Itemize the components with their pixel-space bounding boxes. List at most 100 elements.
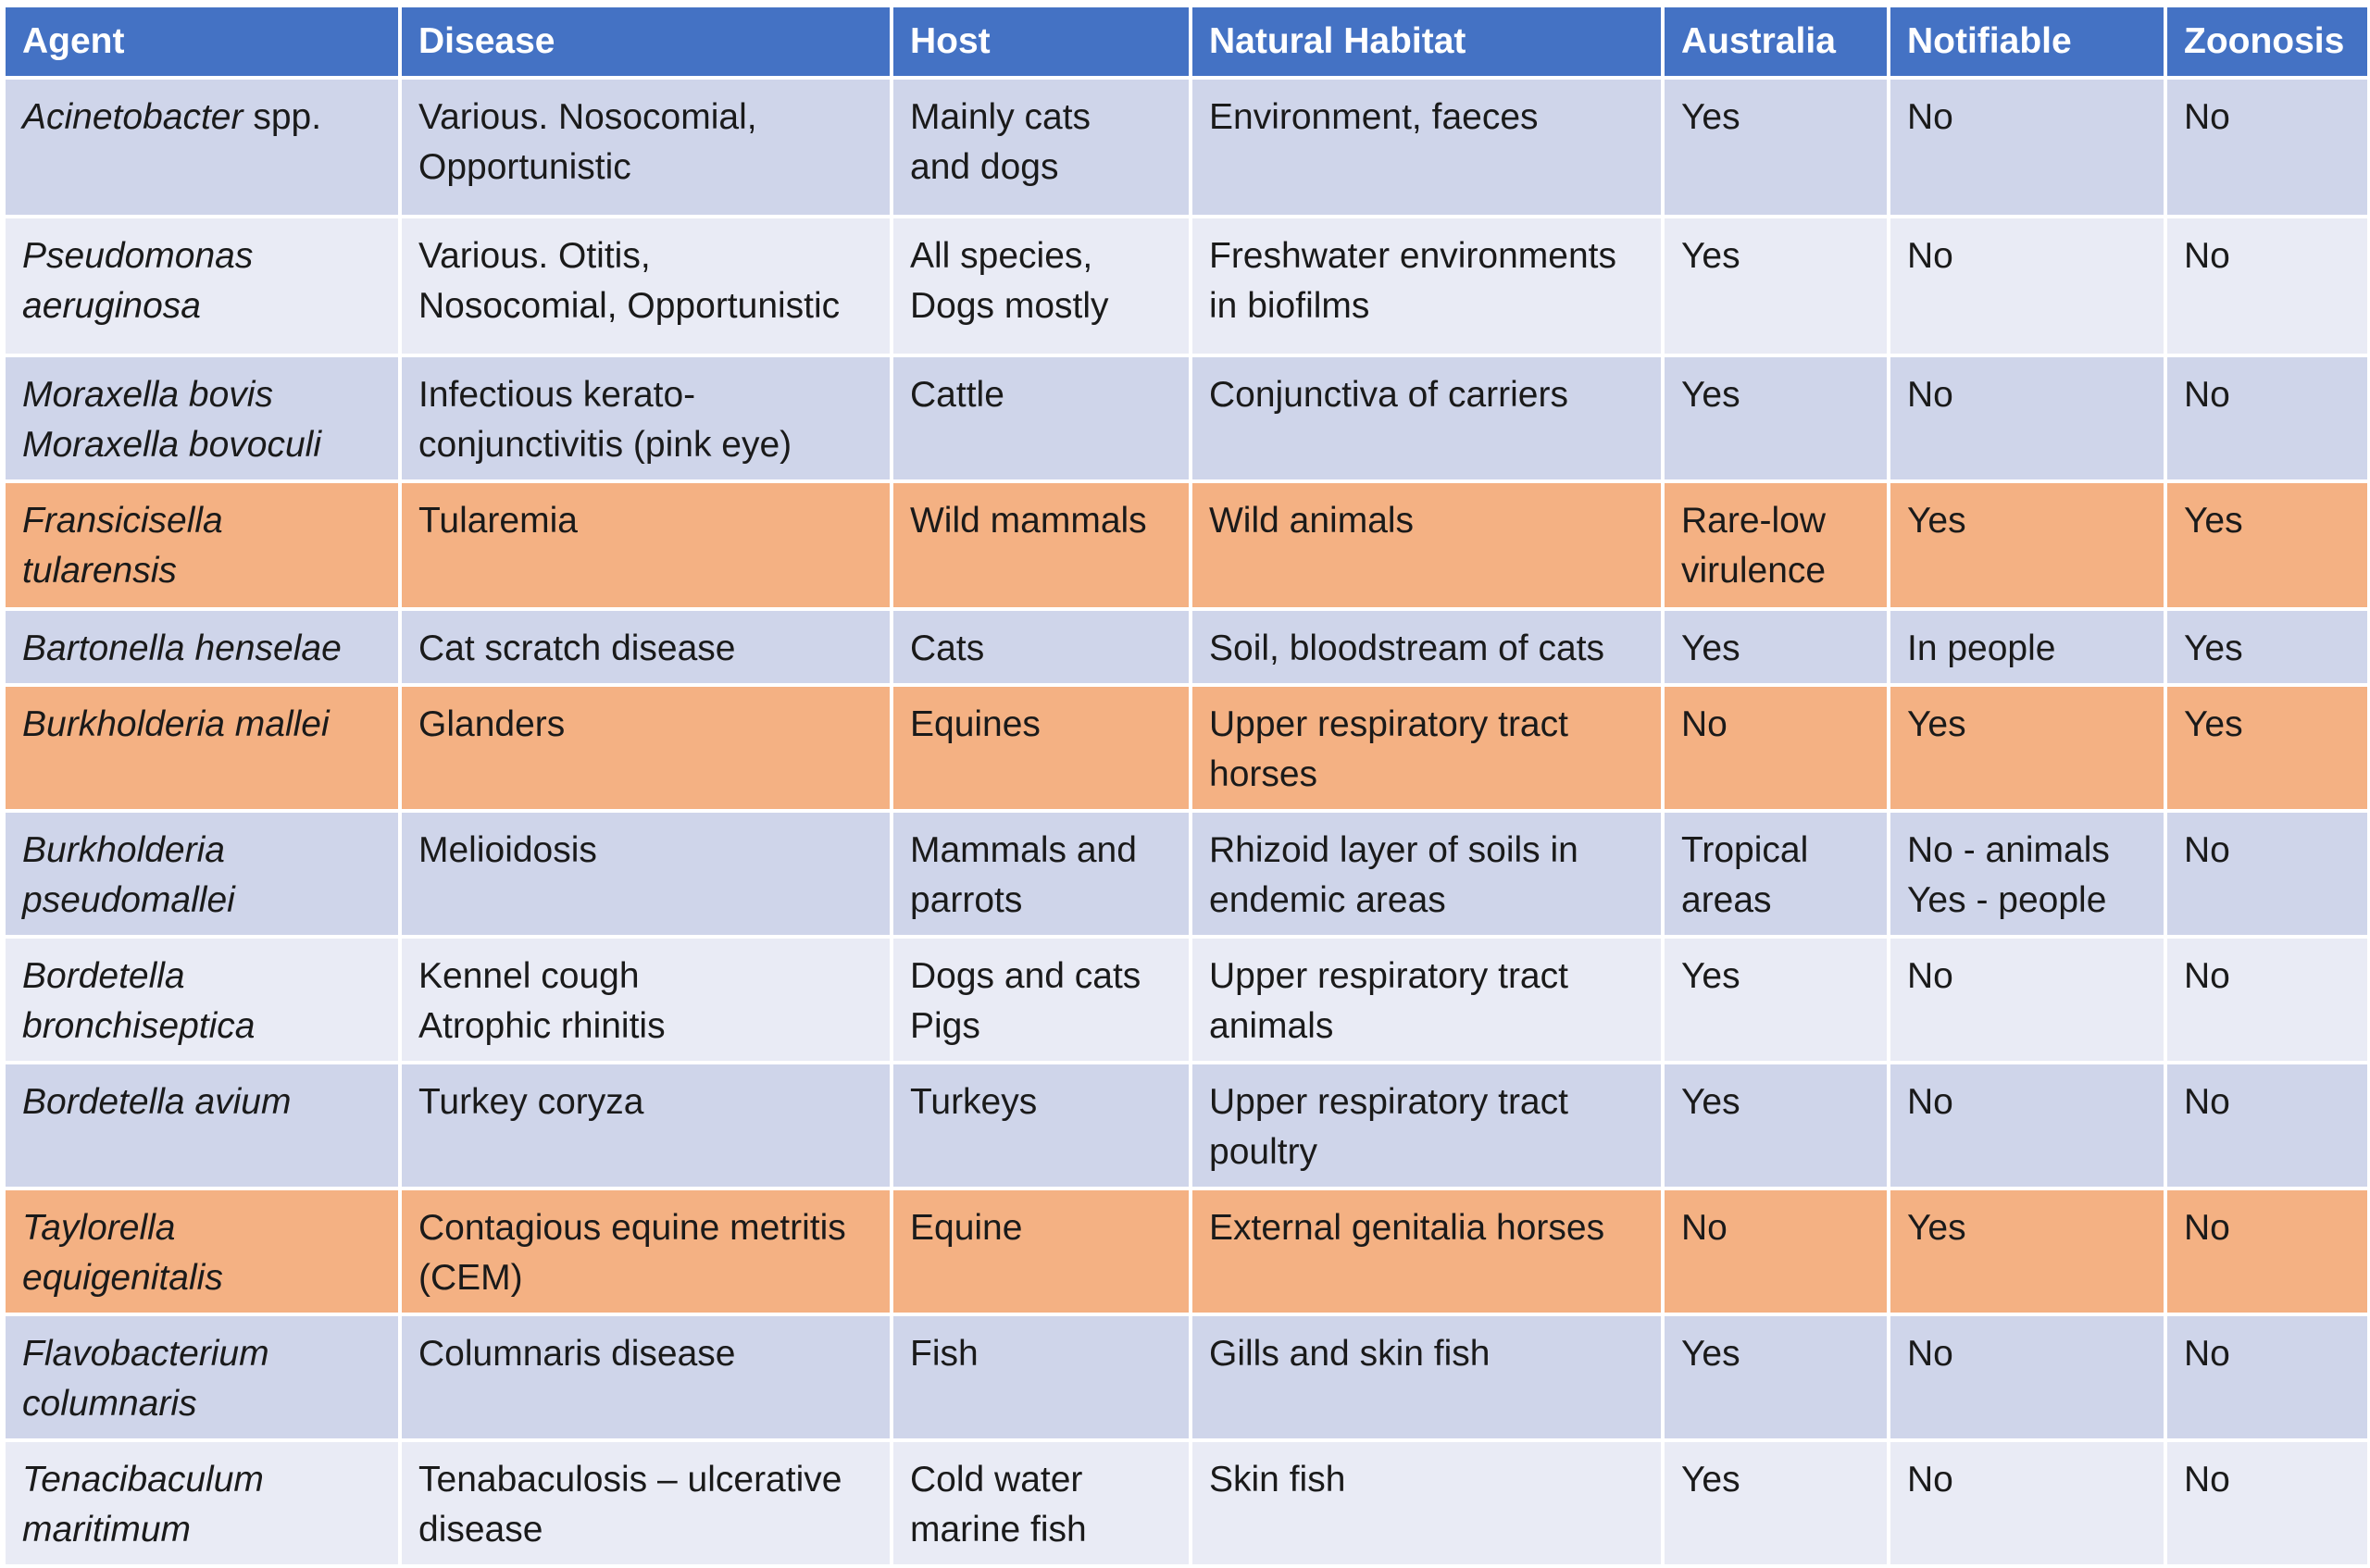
cell-line: horses <box>1209 754 1318 794</box>
table-row: Tenacibaculum maritimum Tenabaculosis – ul… <box>2 1438 2370 1568</box>
cell-line: Conjunctiva of carriers <box>1209 375 1568 415</box>
cell-line: Yes <box>1681 1460 1740 1500</box>
cell-agent: Acinetobacter spp. <box>2 76 402 218</box>
cell-line: Kennel cough <box>418 956 640 996</box>
cell-australia: Rare-low virulence <box>1661 479 1890 611</box>
cell-disease: Various. Nosocomial, Opportunistic <box>398 76 893 218</box>
cell-line: Bordetella <box>22 956 185 996</box>
cell-line: No <box>2184 236 2230 276</box>
cell-natural-habitat: Skin fish <box>1189 1438 1665 1568</box>
cell-line: columnaris <box>22 1384 197 1424</box>
cell-line: No <box>1907 236 1953 276</box>
cell-line: Opportunistic <box>418 147 631 187</box>
bacteria-table: Agent Disease Host Natural Habitat Austr… <box>2 4 2370 1568</box>
cell-notifiable: Yes <box>1887 479 2167 611</box>
cell-zoonosis: No <box>2164 935 2370 1064</box>
cell-line: (CEM) <box>418 1258 523 1298</box>
cell-agent: Taylorella equigenitalis <box>2 1187 402 1316</box>
cell-disease: Columnaris disease <box>398 1313 893 1442</box>
cell-line: No <box>1907 97 1953 137</box>
cell-line: No <box>1681 704 1728 744</box>
cell-natural-habitat: Wild animals <box>1189 479 1665 611</box>
table-row: Flavobacterium columnaris Columnaris disea… <box>2 1313 2370 1442</box>
cell-natural-habitat: Freshwater environments in biofilms <box>1189 215 1665 357</box>
table-row: Bordetella bronchiseptica Kennel cough Atro… <box>2 935 2370 1064</box>
header-natural-habitat: Natural Habitat <box>1189 4 1665 80</box>
cell-disease: Cat scratch disease <box>398 607 893 687</box>
header-australia: Australia <box>1661 4 1890 80</box>
cell-line: Yes - people <box>1907 880 2107 920</box>
cell-line: No <box>1907 375 1953 415</box>
cell-australia: No <box>1661 1187 1890 1316</box>
cell-line: Upper respiratory tract <box>1209 956 1568 996</box>
cell-line: Cat scratch disease <box>418 628 736 668</box>
cell-line: disease <box>418 1510 543 1549</box>
cell-line: Flavobacterium <box>22 1334 269 1374</box>
cell-agent: Tenacibaculum maritimum <box>2 1438 402 1568</box>
cell-line: No <box>2184 956 2230 996</box>
cell-zoonosis: No <box>2164 215 2370 357</box>
cell-agent: Bordetella bronchiseptica <box>2 935 402 1064</box>
cell-disease: Contagious equine metritis (CEM) <box>398 1187 893 1316</box>
cell-disease: Tenabaculosis – ulcerative disease <box>398 1438 893 1568</box>
cell-notifiable: No <box>1887 1438 2167 1568</box>
cell-agent: Flavobacterium columnaris <box>2 1313 402 1442</box>
table-row: Pseudomonas aeruginosa Various. Otitis, Nos… <box>2 215 2370 357</box>
cell-line: Fransicisella <box>22 501 223 541</box>
cell-line: Taylorella <box>22 1208 176 1248</box>
cell-line: Moraxella bovoculi <box>22 425 321 465</box>
cell-line: Infectious kerato- <box>418 375 696 415</box>
cell-zoonosis: Yes <box>2164 479 2370 611</box>
cell-zoonosis: No <box>2164 1187 2370 1316</box>
cell-line: No <box>2184 1082 2230 1122</box>
cell-notifiable: No <box>1887 1313 2167 1442</box>
cell-natural-habitat: Gills and skin fish <box>1189 1313 1665 1442</box>
cell-line: External genitalia horses <box>1209 1208 1605 1248</box>
cell-australia: No <box>1661 683 1890 813</box>
cell-host: Turkeys <box>890 1061 1192 1190</box>
cell-line: Bartonella henselae <box>22 628 342 668</box>
cell-disease: Infectious kerato-conjunctivitis (pink e… <box>398 354 893 483</box>
cell-line: No <box>2184 97 2230 137</box>
cell-line: Equine <box>910 1208 1023 1248</box>
cell-line: No - animals <box>1907 830 2110 870</box>
cell-line: Gills and skin fish <box>1209 1334 1491 1374</box>
cell-line: Equines <box>910 704 1041 744</box>
cell-host: Mainly cats and dogs <box>890 76 1192 218</box>
cell-host: Equine <box>890 1187 1192 1316</box>
cell-line: Mainly cats <box>910 97 1091 137</box>
cell-line: Upper respiratory tract <box>1209 704 1568 744</box>
cell-line: Yes <box>1681 375 1740 415</box>
cell-host: Cold water marine fish <box>890 1438 1192 1568</box>
cell-line: No <box>2184 1208 2230 1248</box>
cell-line: Yes <box>1681 97 1740 137</box>
cell-line: Burkholderia mallei <box>22 704 330 744</box>
table-body: Acinetobacter spp. Various. Nosocomial, Op… <box>2 76 2370 1568</box>
cell-notifiable: No - animals Yes - people <box>1887 809 2167 939</box>
cell-line: equigenitalis <box>22 1258 223 1298</box>
cell-host: Fish <box>890 1313 1192 1442</box>
cell-line: Tularemia <box>418 501 578 541</box>
cell-line: Yes <box>2184 704 2243 744</box>
cell-natural-habitat: Rhizoid layer of soils in endemic areas <box>1189 809 1665 939</box>
cell-line: bronchiseptica <box>22 1006 256 1046</box>
cell-line: aeruginosa <box>22 286 201 326</box>
cell-line: Freshwater environments <box>1209 236 1617 276</box>
cell-line: Tenacibaculum <box>22 1460 264 1500</box>
cell-line: areas <box>1681 880 1772 920</box>
cell-line: Various. Nosocomial, <box>418 97 757 137</box>
cell-line: Cold water <box>910 1460 1083 1500</box>
cell-line: No <box>1907 1082 1953 1122</box>
cell-line: conjunctivitis (pink eye) <box>418 425 792 465</box>
cell-line: Columnaris disease <box>418 1334 736 1374</box>
cell-natural-habitat: Soil, bloodstream of cats <box>1189 607 1665 687</box>
cell-line: No <box>1681 1208 1728 1248</box>
cell-host: Dogs and cats Pigs <box>890 935 1192 1064</box>
cell-agent: Burkholderia pseudomallei <box>2 809 402 939</box>
cell-host: Wild mammals <box>890 479 1192 611</box>
cell-agent: Pseudomonas aeruginosa <box>2 215 402 357</box>
cell-host: Mammals and parrots <box>890 809 1192 939</box>
table-container: Agent Disease Host Natural Habitat Austr… <box>2 4 2370 1568</box>
cell-natural-habitat: Environment, faeces <box>1189 76 1665 218</box>
cell-notifiable: No <box>1887 76 2167 218</box>
